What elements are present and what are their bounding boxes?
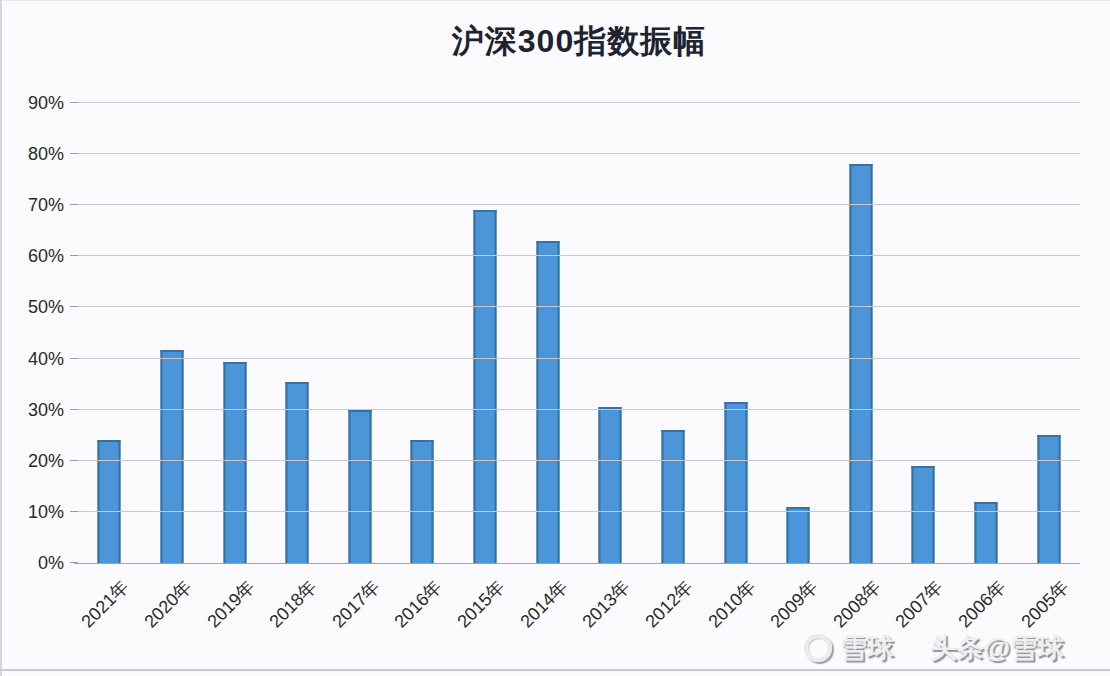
y-axis-label: 30% (4, 400, 64, 420)
bar-slot: 2010年 (704, 103, 767, 563)
y-axis-label: 50% (4, 297, 64, 317)
bar-2020年 (160, 350, 183, 563)
gridline (78, 153, 1080, 154)
gridline (78, 102, 1080, 103)
y-axis-tick (70, 511, 78, 512)
gridline (78, 358, 1080, 359)
bar-2009年 (787, 507, 810, 563)
bar-slot: 2006年 (955, 103, 1018, 563)
x-axis-label: 2021年 (76, 575, 134, 633)
y-axis-label: 70% (4, 195, 64, 215)
x-axis-label: 2017年 (327, 575, 385, 633)
bar-2021年 (98, 440, 121, 563)
x-axis-label: 2008年 (828, 575, 886, 633)
y-axis-label: 10% (4, 502, 64, 522)
bar-2017年 (348, 410, 371, 563)
y-axis-label: 90% (4, 93, 64, 113)
y-axis-tick (70, 306, 78, 307)
bar-slot: 2007年 (892, 103, 955, 563)
bar-slot: 2021年 (78, 103, 141, 563)
gridline (78, 511, 1080, 512)
x-axis-label: 2005年 (1016, 575, 1074, 633)
x-axis-label: 2015年 (452, 575, 510, 633)
y-axis-tick (70, 255, 78, 256)
bar-slot: 2019年 (203, 103, 266, 563)
bar-slot: 2009年 (767, 103, 830, 563)
bar-slot: 2016年 (391, 103, 454, 563)
x-axis-label: 2012年 (640, 575, 698, 633)
gridline (78, 255, 1080, 256)
x-axis-label: 2010年 (703, 575, 761, 633)
bar-slot: 2008年 (830, 103, 893, 563)
y-axis-label: 0% (4, 553, 64, 573)
y-axis-label: 60% (4, 246, 64, 266)
plot-area: 2021年2020年2019年2018年2017年2016年2015年2014年… (78, 103, 1080, 563)
gridline (78, 409, 1080, 410)
x-axis-label: 2020年 (139, 575, 197, 633)
bar-2007年 (912, 466, 935, 563)
y-axis-label: 40% (4, 349, 64, 369)
chart-title: 沪深300指数振幅 (78, 20, 1080, 64)
bar-slot: 2020年 (141, 103, 204, 563)
x-axis-label: 2013年 (577, 575, 635, 633)
top-edge-border (0, 0, 1110, 1)
xueqiu-logo-icon (804, 634, 832, 662)
bar-2013年 (599, 407, 622, 563)
gridline (78, 306, 1080, 307)
x-axis-label: 2006年 (953, 575, 1011, 633)
x-axis-label: 2019年 (202, 575, 260, 633)
left-edge-border (0, 0, 2, 676)
y-axis-tick (70, 204, 78, 205)
y-axis-tick (70, 153, 78, 154)
bars-row: 2021年2020年2019年2018年2017年2016年2015年2014年… (78, 103, 1080, 563)
y-axis-label: 20% (4, 451, 64, 471)
watermark-credit: 头条@雪球 (930, 630, 1064, 666)
watermark-brand: 雪球 (840, 630, 894, 666)
watermark: 雪球 头条@雪球 (804, 630, 1064, 666)
bar-2014年 (536, 241, 559, 563)
bar-slot: 2017年 (329, 103, 392, 563)
bar-2016年 (411, 440, 434, 563)
y-axis-tick (70, 358, 78, 359)
bar-slot: 2013年 (579, 103, 642, 563)
y-axis-tick (70, 460, 78, 461)
bar-2008年 (849, 164, 872, 563)
x-axis-label: 2018年 (264, 575, 322, 633)
bar-slot: 2018年 (266, 103, 329, 563)
y-axis-label: 80% (4, 144, 64, 164)
x-axis-label: 2009年 (765, 575, 823, 633)
gridline (78, 460, 1080, 461)
bar-slot: 2005年 (1017, 103, 1080, 563)
bar-2019年 (223, 362, 246, 563)
gridline (78, 204, 1080, 205)
x-axis-label: 2007年 (890, 575, 948, 633)
bar-2012年 (661, 430, 684, 563)
bar-2005年 (1037, 435, 1060, 563)
y-axis-tick (70, 409, 78, 410)
y-axis-tick (70, 562, 78, 563)
chart-canvas: 沪深300指数振幅 2021年2020年2019年2018年2017年2016年… (0, 0, 1110, 676)
bar-2010年 (724, 402, 747, 563)
bar-slot: 2012年 (642, 103, 705, 563)
bottom-edge-border (0, 669, 1110, 671)
bar-slot: 2014年 (516, 103, 579, 563)
bar-slot: 2015年 (454, 103, 517, 563)
x-axis-label: 2014年 (515, 575, 573, 633)
x-axis-line (74, 563, 1080, 564)
y-axis-tick (70, 102, 78, 103)
x-axis-label: 2016年 (389, 575, 447, 633)
